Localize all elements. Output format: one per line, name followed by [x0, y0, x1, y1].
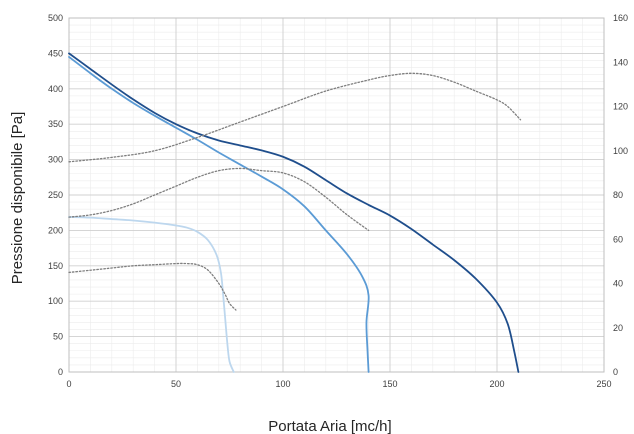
y-tick-label: 0: [58, 367, 63, 377]
power-curve-6: [68, 262, 237, 311]
x-tick-label: 100: [275, 379, 290, 389]
x-tick-label: 50: [171, 379, 181, 389]
y-tick-label: 250: [48, 190, 63, 200]
y2-tick-label: 80: [613, 190, 623, 200]
y-tick-label: 200: [48, 225, 63, 235]
pressure-curve-2: [68, 56, 370, 373]
y-tick-label: 150: [48, 261, 63, 271]
series-layer: [68, 52, 522, 373]
y2-tick-label: 0: [613, 367, 618, 377]
major-grid: [68, 17, 605, 373]
y-tick-label: 450: [48, 48, 63, 58]
right-y-ticks: 0 20 40 60 80 100 120 140 160: [613, 13, 628, 377]
plot-border: [68, 17, 605, 373]
y2-tick-label: 40: [613, 279, 623, 289]
y-tick-label: 400: [48, 84, 63, 94]
x-tick-label: 250: [596, 379, 611, 389]
power-curve-5: [68, 167, 370, 232]
y-tick-label: 50: [53, 332, 63, 342]
y-tick-label: 300: [48, 155, 63, 165]
y2-tick-label: 20: [613, 323, 623, 333]
y-tick-label: 350: [48, 119, 63, 129]
pressure-curve-1: [68, 52, 520, 373]
x-tick-label: 0: [66, 379, 71, 389]
y2-tick-label: 100: [613, 146, 628, 156]
y-tick-label: 500: [48, 13, 63, 23]
y-tick-label: 100: [48, 296, 63, 306]
x-axis-label: Portata Aria [mc/h]: [268, 418, 391, 434]
y2-tick-label: 60: [613, 234, 623, 244]
x-tick-label: 150: [382, 379, 397, 389]
pressure-curve-3: [68, 216, 235, 373]
y2-tick-label: 120: [613, 102, 628, 112]
power-curve-4: [68, 72, 522, 163]
x-ticks: 0 50 100 150 200 250: [66, 379, 611, 389]
y2-tick-label: 140: [613, 57, 628, 67]
y2-tick-label: 160: [613, 13, 628, 23]
left-y-ticks: 0 50 100 150 200 250 300 350 400 450 500: [48, 13, 63, 377]
y-axis-label: Pressione disponibile [Pa]: [9, 112, 26, 285]
x-tick-label: 200: [489, 379, 504, 389]
